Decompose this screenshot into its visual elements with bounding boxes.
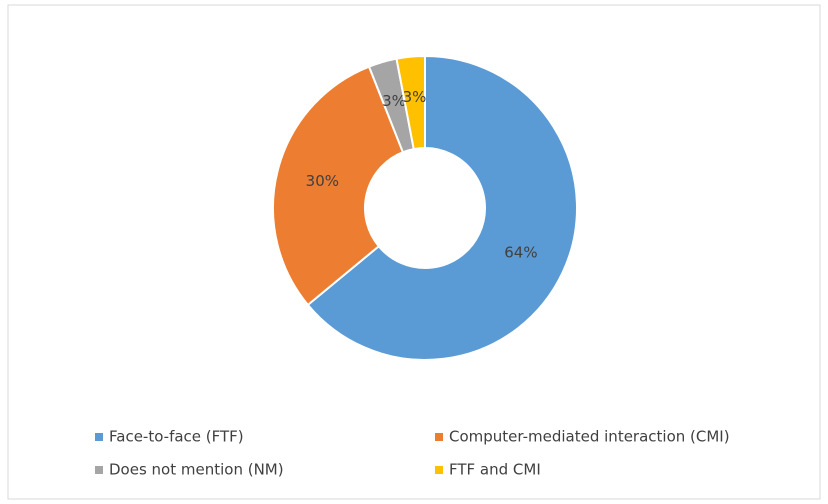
legend-swatch (435, 466, 443, 474)
legend-swatch (95, 433, 103, 441)
data-label: 3% (382, 92, 406, 110)
data-label: 30% (306, 172, 339, 190)
legend-label: Face-to-face (FTF) (109, 428, 244, 446)
donut-slice (395, 54, 426, 151)
donut-slice (272, 65, 405, 307)
legend-label: FTF and CMI (449, 461, 541, 479)
donut-slice (306, 54, 578, 361)
legend-swatch (95, 466, 103, 474)
legend-swatch (435, 433, 443, 441)
data-label: 3% (403, 88, 427, 106)
legend-label: Does not mention (NM) (109, 461, 284, 479)
data-label: 64% (504, 244, 537, 262)
legend-label: Computer-mediated interaction (CMI) (449, 428, 730, 446)
